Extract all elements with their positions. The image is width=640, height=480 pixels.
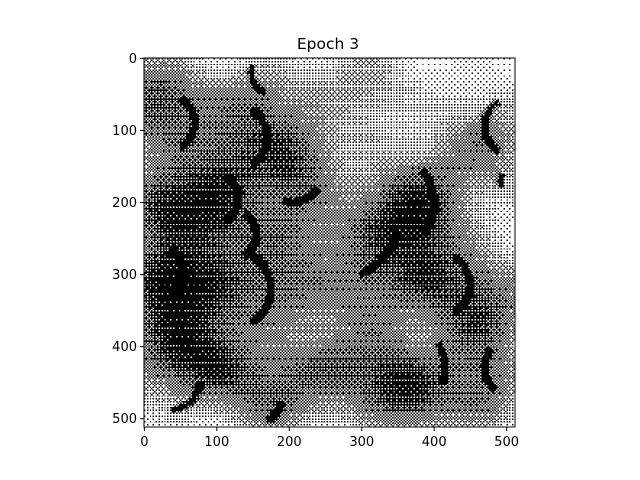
- x-axis: 0 100 200 300 400 500: [140, 427, 519, 450]
- y-tick-label: 400: [112, 340, 137, 355]
- x-tick-label: 400: [422, 435, 447, 450]
- x-tick-label: 200: [277, 435, 302, 450]
- x-tick-label: 0: [140, 435, 148, 450]
- y-tick-label: 0: [129, 52, 137, 67]
- x-tick-label: 500: [494, 435, 519, 450]
- chart-title: Epoch 3: [297, 35, 359, 53]
- y-axis: 0 100 200 300 400 500: [112, 52, 144, 427]
- x-tick-label: 300: [349, 435, 374, 450]
- plot-area: [143, 57, 516, 428]
- y-tick-label: 300: [112, 268, 137, 283]
- y-tick-label: 100: [112, 124, 137, 139]
- plot-frame: [143, 57, 516, 428]
- heatmap-image: [144, 58, 515, 427]
- y-tick-label: 500: [112, 412, 137, 427]
- x-tick-label: 100: [204, 435, 229, 450]
- y-tick-label: 200: [112, 196, 137, 211]
